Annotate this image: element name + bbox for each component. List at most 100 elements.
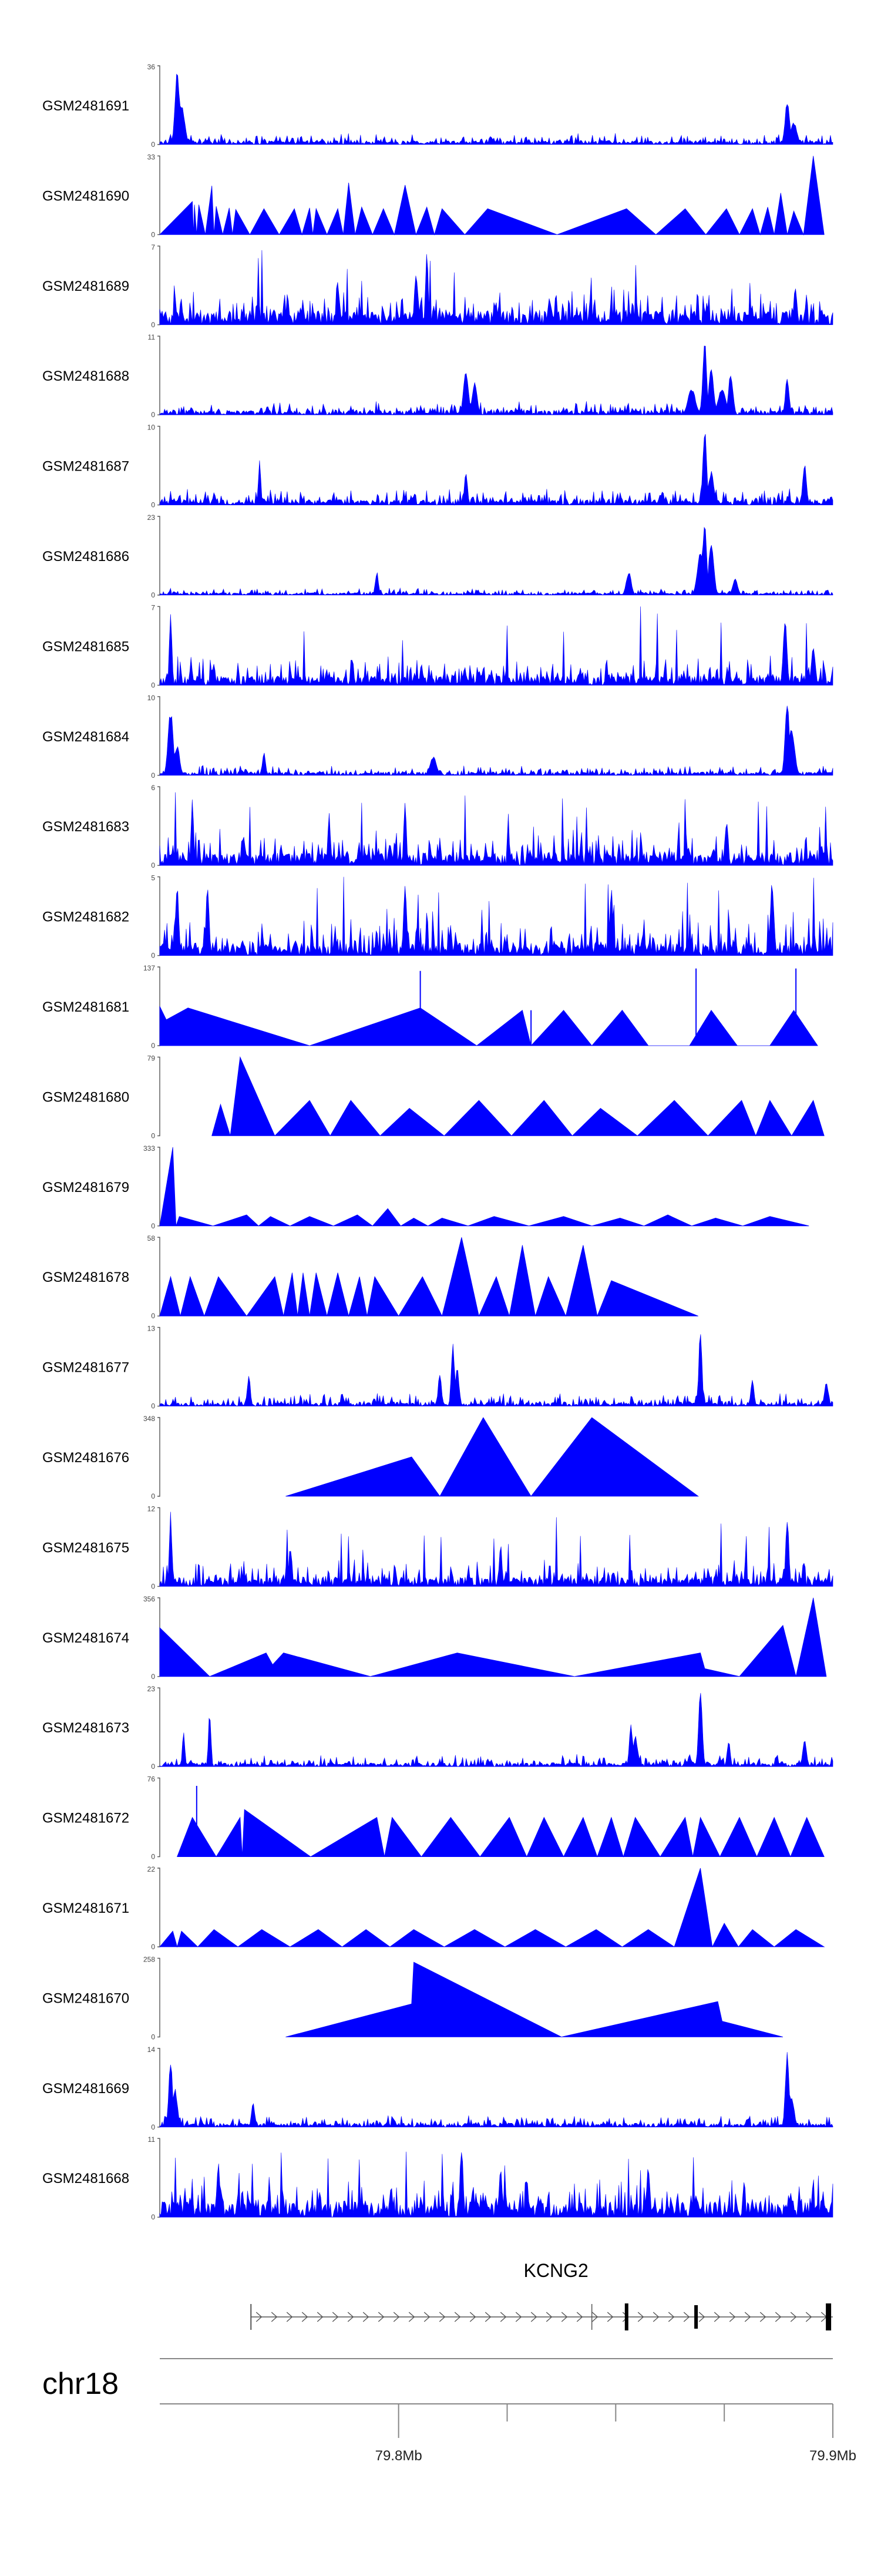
coverage-area bbox=[159, 1334, 833, 1407]
y-max-label: 11 bbox=[148, 333, 156, 341]
track-GSM2481672: GSM2481672 76 0 bbox=[42, 1775, 825, 1861]
track-label: GSM2481691 bbox=[42, 98, 129, 114]
strand-arrow-icon bbox=[408, 2312, 415, 2322]
strand-arrow-icon bbox=[729, 2312, 736, 2322]
y-min-label: 0 bbox=[151, 230, 155, 239]
y-max-label: 7 bbox=[151, 243, 155, 251]
y-axis-line bbox=[157, 1507, 160, 1587]
strand-arrow-icon bbox=[500, 2312, 507, 2322]
y-min-label: 0 bbox=[151, 861, 155, 869]
coverage-area bbox=[159, 1237, 698, 1317]
y-max-label: 333 bbox=[143, 1144, 155, 1153]
track-GSM2481683: GSM2481683 6 0 bbox=[42, 784, 833, 869]
track-label: GSM2481677 bbox=[42, 1360, 129, 1376]
strand-arrow-icon bbox=[378, 2312, 385, 2322]
strand-arrow-icon bbox=[332, 2312, 339, 2322]
track-label: GSM2481678 bbox=[42, 1269, 129, 1285]
y-axis-line bbox=[157, 966, 160, 1046]
coverage-area bbox=[285, 1962, 784, 2037]
y-axis-line bbox=[157, 1777, 160, 1858]
coverage-area bbox=[285, 1417, 700, 1497]
strand-arrow-icon bbox=[515, 2312, 522, 2322]
y-axis-line bbox=[157, 2138, 160, 2218]
y-axis-line bbox=[157, 1417, 160, 1497]
track-label: GSM2481670 bbox=[42, 1990, 129, 2006]
strand-arrow-icon bbox=[485, 2312, 492, 2322]
track-label: GSM2481686 bbox=[42, 549, 129, 565]
track-label: GSM2481676 bbox=[42, 1450, 129, 1466]
y-max-label: 23 bbox=[147, 513, 156, 522]
track-label: GSM2481681 bbox=[42, 999, 129, 1015]
y-axis-line bbox=[157, 246, 160, 325]
y-min-label: 0 bbox=[151, 1762, 155, 1771]
strand-arrow-icon bbox=[454, 2312, 461, 2322]
y-min-label: 0 bbox=[151, 1853, 155, 1861]
gene-track: KCNG2 bbox=[250, 2260, 833, 2330]
coverage-area bbox=[159, 2052, 833, 2128]
y-min-label: 0 bbox=[151, 1943, 155, 1951]
y-max-label: 76 bbox=[147, 1775, 156, 1784]
coverage-area bbox=[159, 792, 833, 866]
track-GSM2481673: GSM2481673 23 0 bbox=[42, 1685, 833, 1771]
y-max-label: 12 bbox=[147, 1504, 156, 1513]
strand-arrow-icon bbox=[607, 2312, 614, 2322]
y-min-label: 0 bbox=[151, 681, 155, 689]
y-axis-line bbox=[157, 1957, 160, 2038]
y-max-label: 58 bbox=[147, 1234, 156, 1242]
track-GSM2481677: GSM2481677 13 0 bbox=[42, 1325, 833, 1410]
strand-arrow-icon bbox=[530, 2312, 537, 2322]
y-axis-line bbox=[157, 155, 160, 236]
y-max-label: 14 bbox=[147, 2046, 156, 2054]
track-GSM2481678: GSM2481678 58 0 bbox=[42, 1234, 698, 1320]
y-min-label: 0 bbox=[151, 771, 155, 780]
y-axis-line bbox=[157, 65, 160, 145]
strand-arrow-icon bbox=[301, 2312, 308, 2322]
y-axis-line bbox=[157, 696, 160, 776]
track-GSM2481668: GSM2481668 11 0 bbox=[42, 2135, 833, 2221]
track-label: GSM2481669 bbox=[42, 2081, 129, 2097]
y-max-label: 348 bbox=[143, 1415, 155, 1423]
y-axis-line bbox=[157, 876, 160, 956]
y-axis-line bbox=[157, 1056, 160, 1137]
y-max-label: 11 bbox=[148, 2135, 156, 2144]
coverage-area bbox=[159, 345, 833, 416]
track-GSM2481679: GSM2481679 333 0 bbox=[42, 1144, 809, 1230]
track-label: GSM2481684 bbox=[42, 729, 129, 745]
strand-arrow-icon bbox=[637, 2312, 644, 2322]
track-GSM2481690: GSM2481690 33 0 bbox=[42, 153, 825, 239]
track-label: GSM2481688 bbox=[42, 368, 129, 384]
track-GSM2481676: GSM2481676 348 0 bbox=[42, 1415, 700, 1500]
track-label: GSM2481675 bbox=[42, 1540, 129, 1556]
track-label: GSM2481671 bbox=[42, 1900, 129, 1916]
track-GSM2481681: GSM2481681 137 0 bbox=[42, 964, 818, 1050]
exon-block bbox=[694, 2305, 698, 2329]
y-min-label: 0 bbox=[151, 321, 155, 329]
strand-arrow-icon bbox=[546, 2312, 553, 2322]
y-max-label: 10 bbox=[147, 424, 156, 432]
y-max-label: 36 bbox=[147, 63, 156, 71]
track-label: GSM2481683 bbox=[42, 819, 129, 835]
track-GSM2481670: GSM2481670 258 0 bbox=[42, 1955, 784, 2041]
y-min-label: 0 bbox=[151, 411, 155, 419]
track-label: GSM2481689 bbox=[42, 278, 129, 294]
y-min-label: 0 bbox=[151, 1402, 155, 1410]
y-min-label: 0 bbox=[151, 140, 155, 149]
y-max-label: 13 bbox=[147, 1325, 156, 1333]
coverage-area bbox=[159, 434, 833, 506]
y-max-label: 356 bbox=[143, 1595, 155, 1603]
chromosome-label: chr18 bbox=[42, 2367, 119, 2401]
y-axis-line bbox=[157, 1147, 160, 1227]
y-axis-line bbox=[157, 1868, 160, 1947]
strand-arrow-icon bbox=[759, 2312, 766, 2322]
track-GSM2481674: GSM2481674 356 0 bbox=[42, 1595, 827, 1681]
y-min-label: 0 bbox=[151, 501, 155, 509]
track-label: GSM2481673 bbox=[42, 1720, 129, 1736]
track-GSM2481685: GSM2481685 7 0 bbox=[42, 603, 833, 689]
track-label: GSM2481690 bbox=[42, 188, 129, 204]
track-GSM2481682: GSM2481682 5 0 bbox=[42, 874, 833, 960]
y-min-label: 0 bbox=[151, 1492, 155, 1500]
exon-block bbox=[826, 2303, 832, 2330]
track-label: GSM2481680 bbox=[42, 1089, 129, 1105]
y-axis-line bbox=[157, 606, 160, 686]
